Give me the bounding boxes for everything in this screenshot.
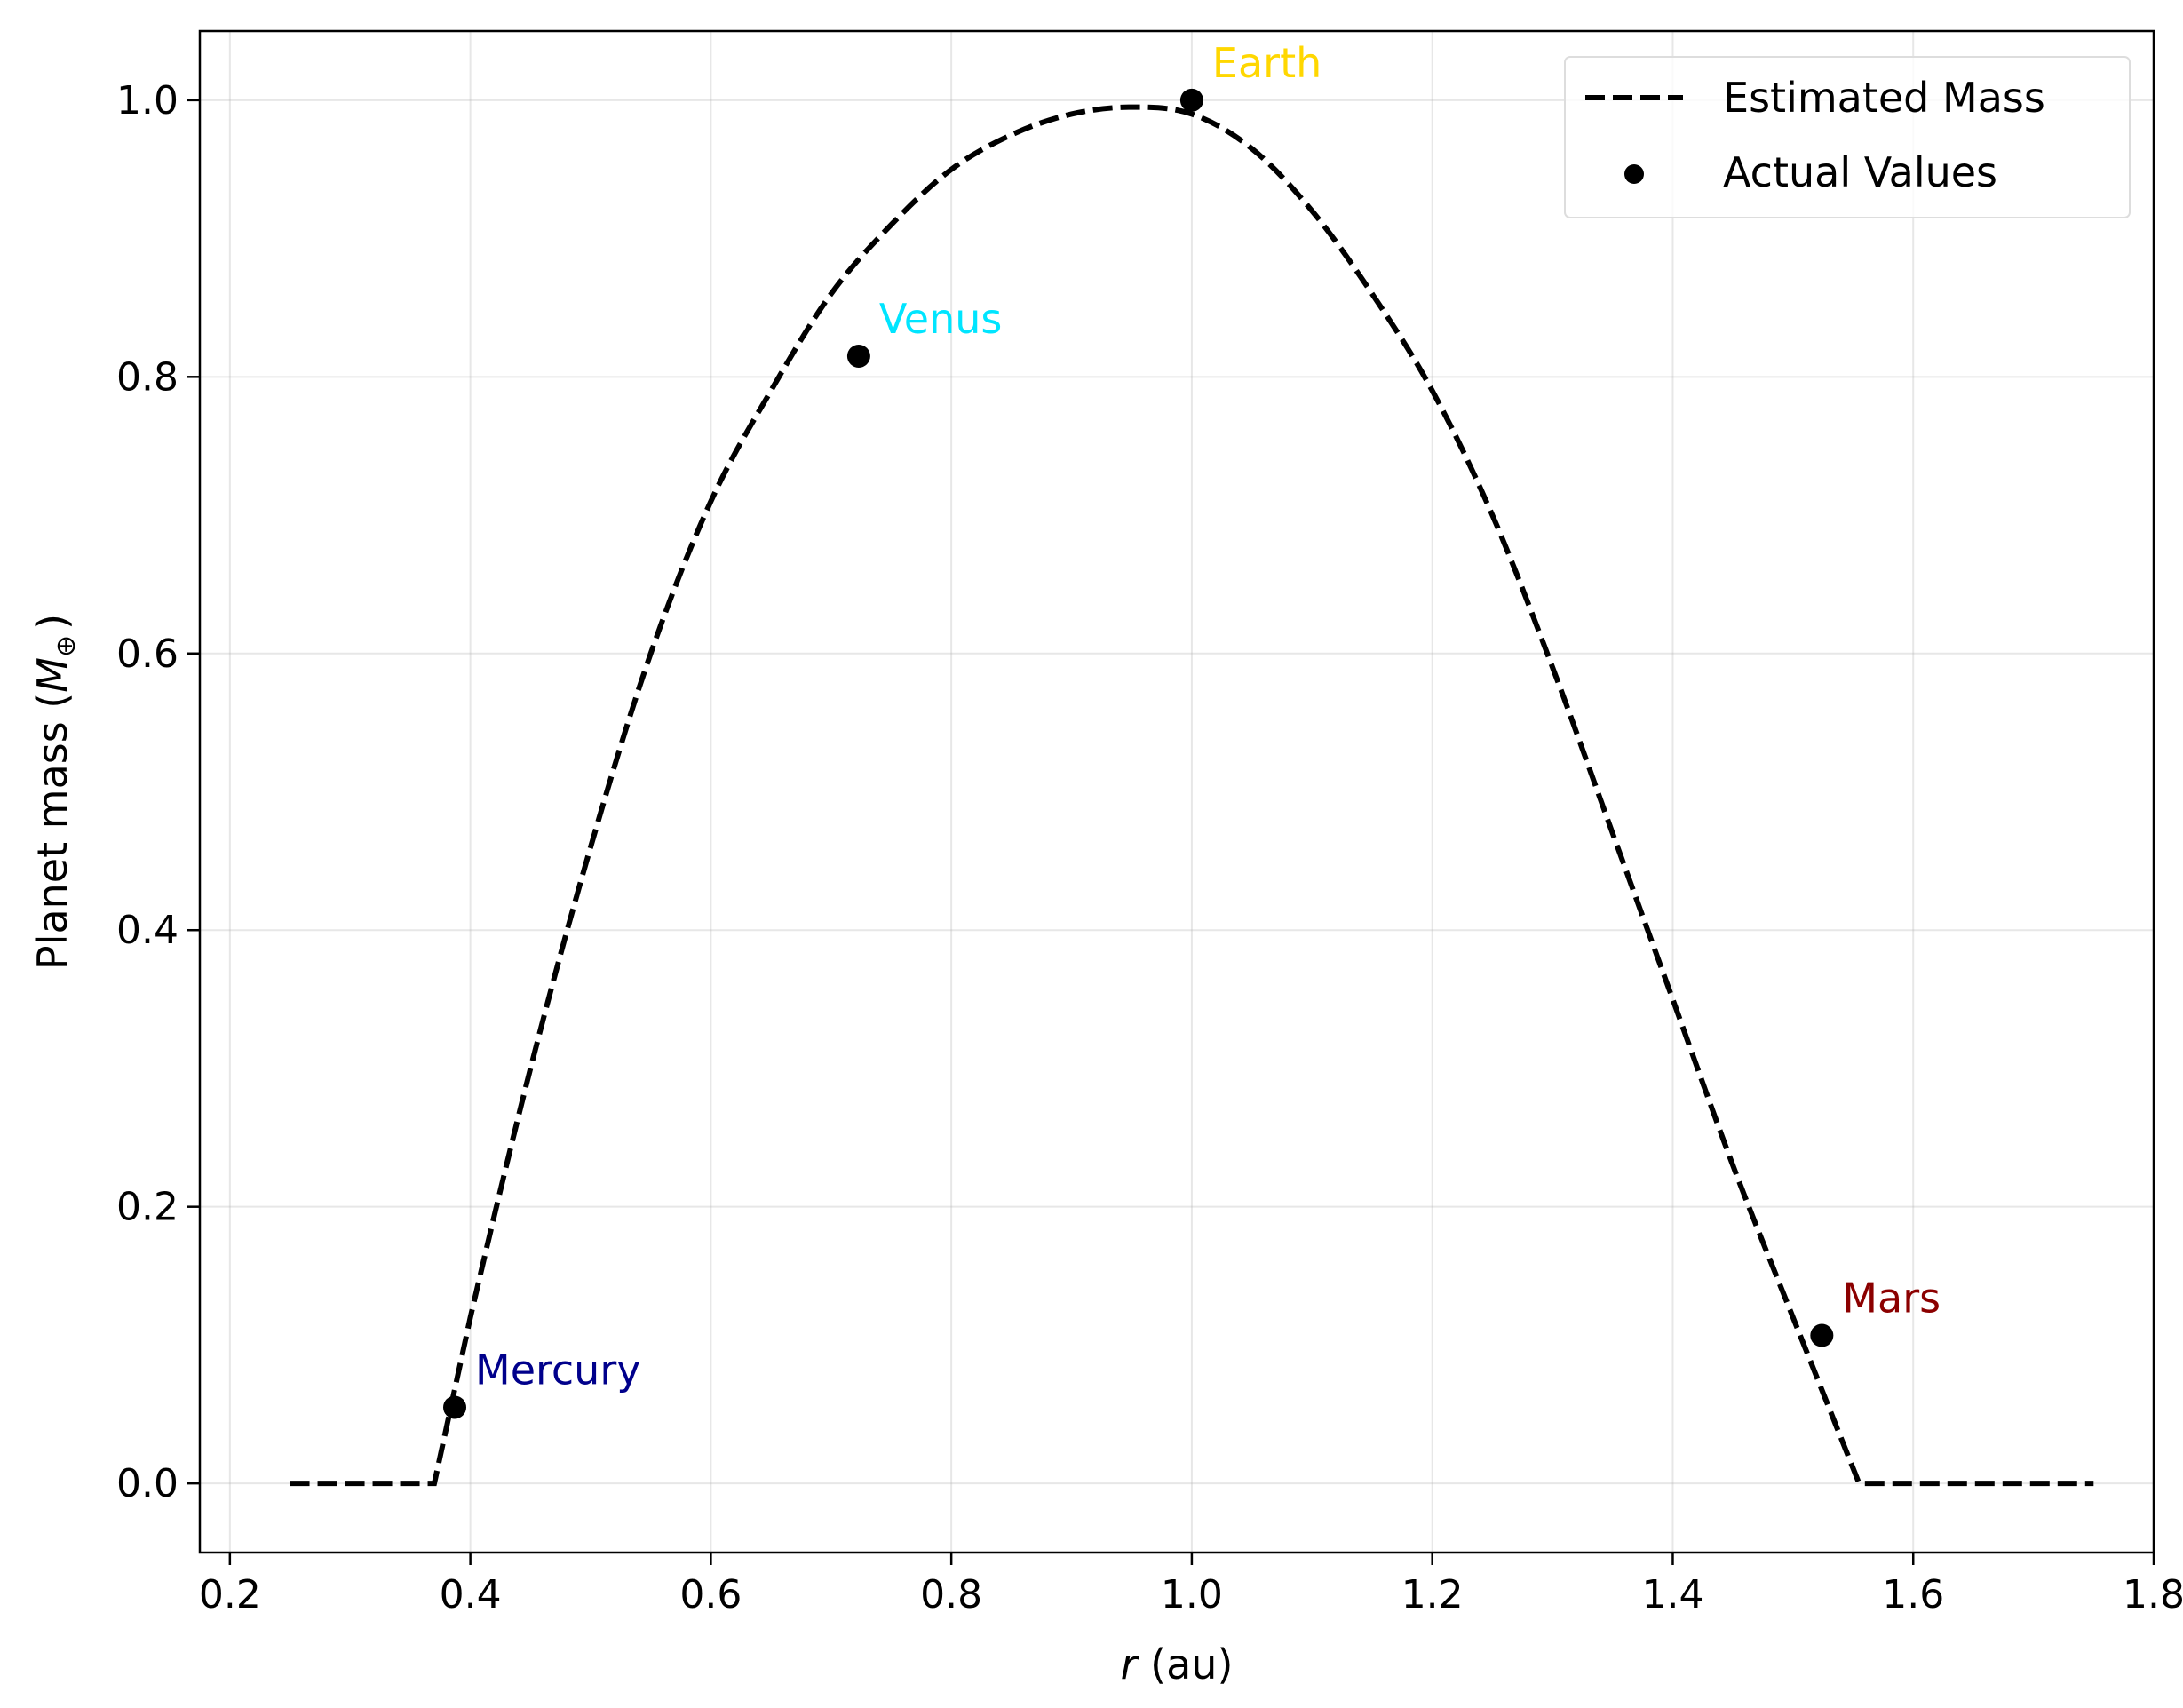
x-tick-label: 1.4 [1641, 1572, 1703, 1617]
point-venus [846, 344, 870, 368]
x-tick-label: 1.6 [1882, 1572, 1944, 1617]
annotation-venus: Venus [879, 295, 1002, 343]
y-tick-label: 0.4 [116, 908, 179, 953]
x-tick-label: 0.6 [679, 1572, 742, 1617]
point-earth [1179, 88, 1203, 112]
plot-frame [198, 29, 2155, 1554]
series-estimated-mass-line [290, 104, 2094, 1487]
x-tick-label: 1.2 [1401, 1572, 1464, 1617]
x-tick-label: 0.8 [920, 1572, 982, 1617]
annotation-mercury: Mercury [475, 1346, 640, 1394]
legend-actual-values-label: Actual Values [1723, 148, 1997, 196]
x-tick-label: 1.8 [2123, 1572, 2183, 1617]
annotations: Mercury Venus Earth Mars [475, 39, 1941, 1394]
legend-actual-values-swatch [1624, 164, 1644, 184]
y-axis-label: Planet mass (M⊕) [28, 614, 82, 970]
x-axis-label: r (au) [1121, 1640, 1234, 1688]
legend-box [1564, 56, 2131, 218]
grid [200, 31, 2155, 1553]
y-tick-label: 0.8 [116, 354, 179, 400]
y-tick-label: 0.0 [116, 1461, 179, 1506]
y-tick-label: 0.6 [116, 632, 179, 677]
x-axis-ticks: 0.2 0.4 0.6 0.8 1.0 1.2 1.4 1.6 1.8 [199, 1553, 2183, 1617]
y-tick-label: 0.2 [116, 1185, 179, 1230]
point-mars [1810, 1323, 1834, 1347]
annotation-earth: Earth [1212, 39, 1322, 87]
x-tick-label: 0.4 [440, 1572, 502, 1617]
point-mercury [443, 1395, 467, 1419]
legend: Estimated Mass Actual Values [1564, 56, 2131, 218]
legend-estimated-mass-label: Estimated Mass [1723, 74, 2045, 122]
x-tick-label: 1.0 [1161, 1572, 1223, 1617]
series-layer [290, 88, 2094, 1487]
annotation-mars: Mars [1842, 1275, 1941, 1323]
x-tick-label: 0.2 [199, 1572, 261, 1617]
y-tick-label: 1.0 [116, 78, 179, 123]
y-axis-ticks: 0.0 0.2 0.4 0.6 0.8 1.0 [116, 78, 200, 1506]
